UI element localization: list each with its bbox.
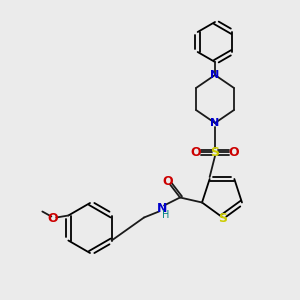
Text: O: O [191,146,201,158]
Text: N: N [157,202,167,215]
Text: O: O [229,146,239,158]
Text: H: H [162,211,170,220]
Text: S: S [211,146,220,158]
Text: N: N [210,118,220,128]
Text: N: N [210,70,220,80]
Text: O: O [163,175,173,188]
Text: S: S [218,212,227,226]
Text: O: O [47,212,58,225]
